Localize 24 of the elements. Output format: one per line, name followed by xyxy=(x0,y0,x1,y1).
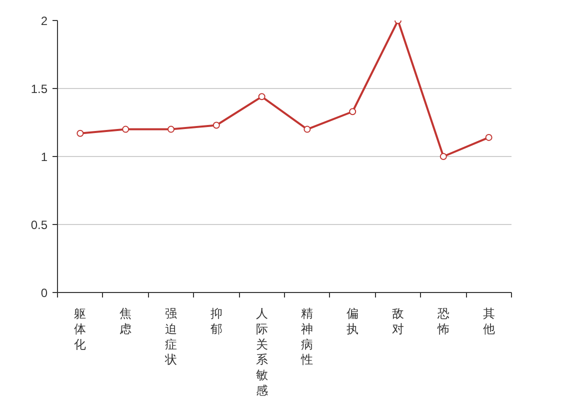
x-tick-label: 偏执 xyxy=(346,306,359,336)
point xyxy=(349,108,356,116)
y-tick-label: 0 xyxy=(40,286,48,300)
x-tick-label: 抑郁 xyxy=(210,306,222,336)
point xyxy=(168,126,174,133)
point xyxy=(258,93,266,100)
x-tick-label: 敌对 xyxy=(392,306,404,336)
x-tick-label: 焦虑 xyxy=(120,306,132,336)
point xyxy=(485,134,492,141)
x-tick-label: 强迫症状 xyxy=(164,306,177,367)
x-tick-label: 人际关系敏感 xyxy=(256,306,268,398)
x-tick-label: 躯体化 xyxy=(74,306,86,352)
x-tick-label: 其他 xyxy=(482,306,495,336)
y-tick-label: 1.5 xyxy=(30,82,48,96)
x-tick-label: 恐怖 xyxy=(436,306,450,336)
y-tick-label: 0.5 xyxy=(30,218,48,232)
point xyxy=(122,126,130,133)
point xyxy=(304,126,311,133)
point xyxy=(440,153,447,160)
point xyxy=(76,130,84,137)
y-tick-label: 2 xyxy=(40,14,48,28)
y-tick-label: 1 xyxy=(40,150,48,164)
point xyxy=(212,122,220,129)
x-tick-label: 精神病性 xyxy=(300,306,314,367)
